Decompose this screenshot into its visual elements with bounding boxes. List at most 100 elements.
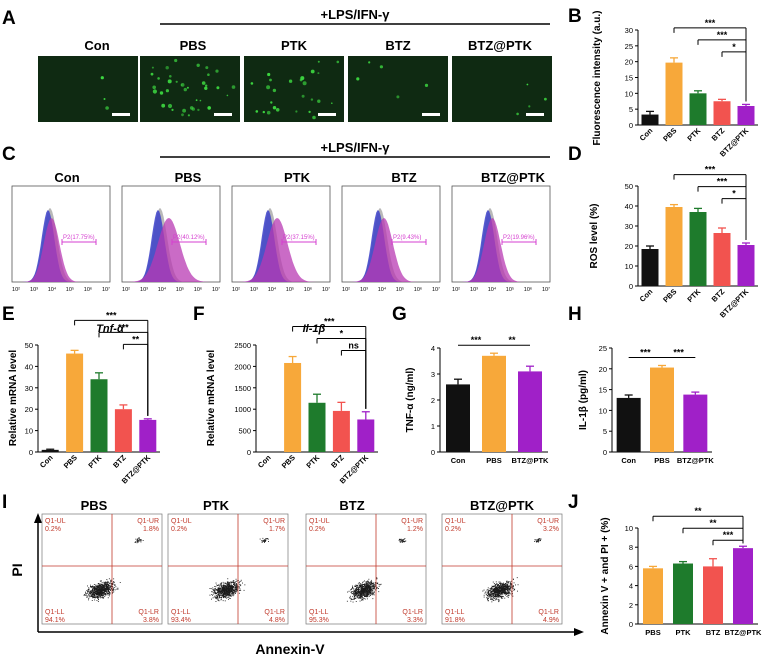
micro-cell-dot (204, 86, 208, 91)
quadrant-ll-label: Q1-LL (309, 609, 329, 616)
scatter-point (232, 592, 234, 594)
scatter-point (104, 593, 105, 595)
scatter-point (505, 594, 506, 596)
scatter-point (353, 593, 355, 595)
scatter-point (218, 591, 220, 593)
scatter-point (500, 595, 502, 597)
scatter-point (371, 583, 373, 585)
scatter-point (364, 596, 366, 598)
micro-cell-dot (310, 98, 314, 101)
scatter-point (228, 588, 230, 590)
scatter-point (500, 590, 502, 592)
scatter-point (499, 595, 500, 596)
scatter-point (135, 541, 137, 542)
histogram-x-tick: 10⁷ (322, 286, 330, 293)
scatter-point (506, 583, 508, 585)
scatter-point (494, 589, 496, 591)
scatter-point (97, 590, 99, 592)
significance-label: * (732, 42, 736, 52)
scatter-point (355, 593, 357, 595)
scatter-point (364, 590, 366, 592)
scatter-point (364, 585, 366, 587)
scatter-point (226, 592, 228, 594)
histogram-x-tick: 10² (12, 287, 20, 293)
scatter-point (350, 598, 352, 600)
scatter-point (368, 594, 369, 596)
scatter-point (218, 593, 220, 595)
scatter-point (92, 591, 94, 593)
scatter-point (370, 592, 372, 594)
micro-cell-dot (186, 86, 189, 89)
scatter-point (95, 596, 97, 598)
scatter-point (228, 581, 230, 583)
scatter-point (221, 598, 222, 600)
scatter-point (224, 600, 226, 602)
scatter-point (232, 588, 234, 590)
histogram-x-tick: 10² (342, 287, 350, 293)
scatter-point (229, 594, 231, 596)
scatter-point (514, 589, 515, 591)
scatter-point (232, 581, 234, 583)
scatter-point (506, 593, 508, 594)
scatter-point (371, 584, 372, 586)
scatter-point (366, 590, 368, 592)
quadrant-ll-value: 91.8% (445, 617, 465, 624)
scatter-point (496, 591, 498, 593)
scatter-point (373, 591, 375, 593)
scatter-point (110, 579, 112, 581)
scatter-frame (167, 513, 289, 625)
scatter-point (219, 584, 221, 586)
scatter-point (365, 588, 367, 590)
y-tick-label: 0 (603, 448, 607, 457)
scatter-point (232, 580, 234, 582)
scatter-point (356, 592, 357, 594)
scatter-point (402, 540, 404, 542)
scatter-point (373, 586, 375, 588)
scatter-point (371, 585, 373, 587)
micro-cell-dot (181, 113, 184, 117)
bar (665, 207, 683, 286)
scatter-point (370, 592, 372, 594)
scatter-point (220, 591, 222, 593)
scatter-point (228, 593, 230, 595)
scatter-point (487, 587, 489, 589)
scatter-point (511, 591, 512, 593)
scatter-point (214, 589, 216, 591)
scatter-point (495, 586, 496, 588)
scatter-point (224, 591, 226, 593)
scatter-point (498, 601, 500, 603)
scatter-point (88, 593, 90, 595)
scatter-point (107, 593, 109, 595)
scatter-point (94, 597, 96, 599)
scatter-point (485, 594, 487, 596)
micro-cell-dot (169, 75, 172, 78)
scatter-point (261, 540, 263, 542)
scatter-point (377, 583, 378, 585)
scatter-point (358, 594, 359, 596)
category-label: Con (451, 456, 466, 465)
scatter-point (224, 588, 226, 589)
scatter-point (140, 539, 142, 541)
scatter-point (495, 596, 497, 598)
scatter-point (498, 593, 500, 594)
scatter-point (361, 595, 363, 597)
scatter-point (505, 592, 507, 594)
scatter-point (101, 594, 102, 596)
scatter-point (364, 592, 366, 594)
scatter-point (510, 587, 511, 589)
y-tick-label: 6 (629, 562, 633, 571)
scatter-point (231, 585, 232, 587)
scatter-point (373, 586, 375, 588)
category-label: PBS (62, 453, 79, 470)
scatter-point (229, 591, 231, 593)
scatter-point (367, 590, 369, 592)
scatter-point (90, 584, 91, 586)
scatter-point (142, 540, 144, 541)
significance-label: *** (705, 165, 716, 175)
scatter-point (106, 588, 108, 590)
scatter-point (367, 585, 369, 587)
scatter-point (233, 590, 235, 591)
scatter-point (490, 589, 492, 591)
scatter-point (362, 599, 364, 601)
